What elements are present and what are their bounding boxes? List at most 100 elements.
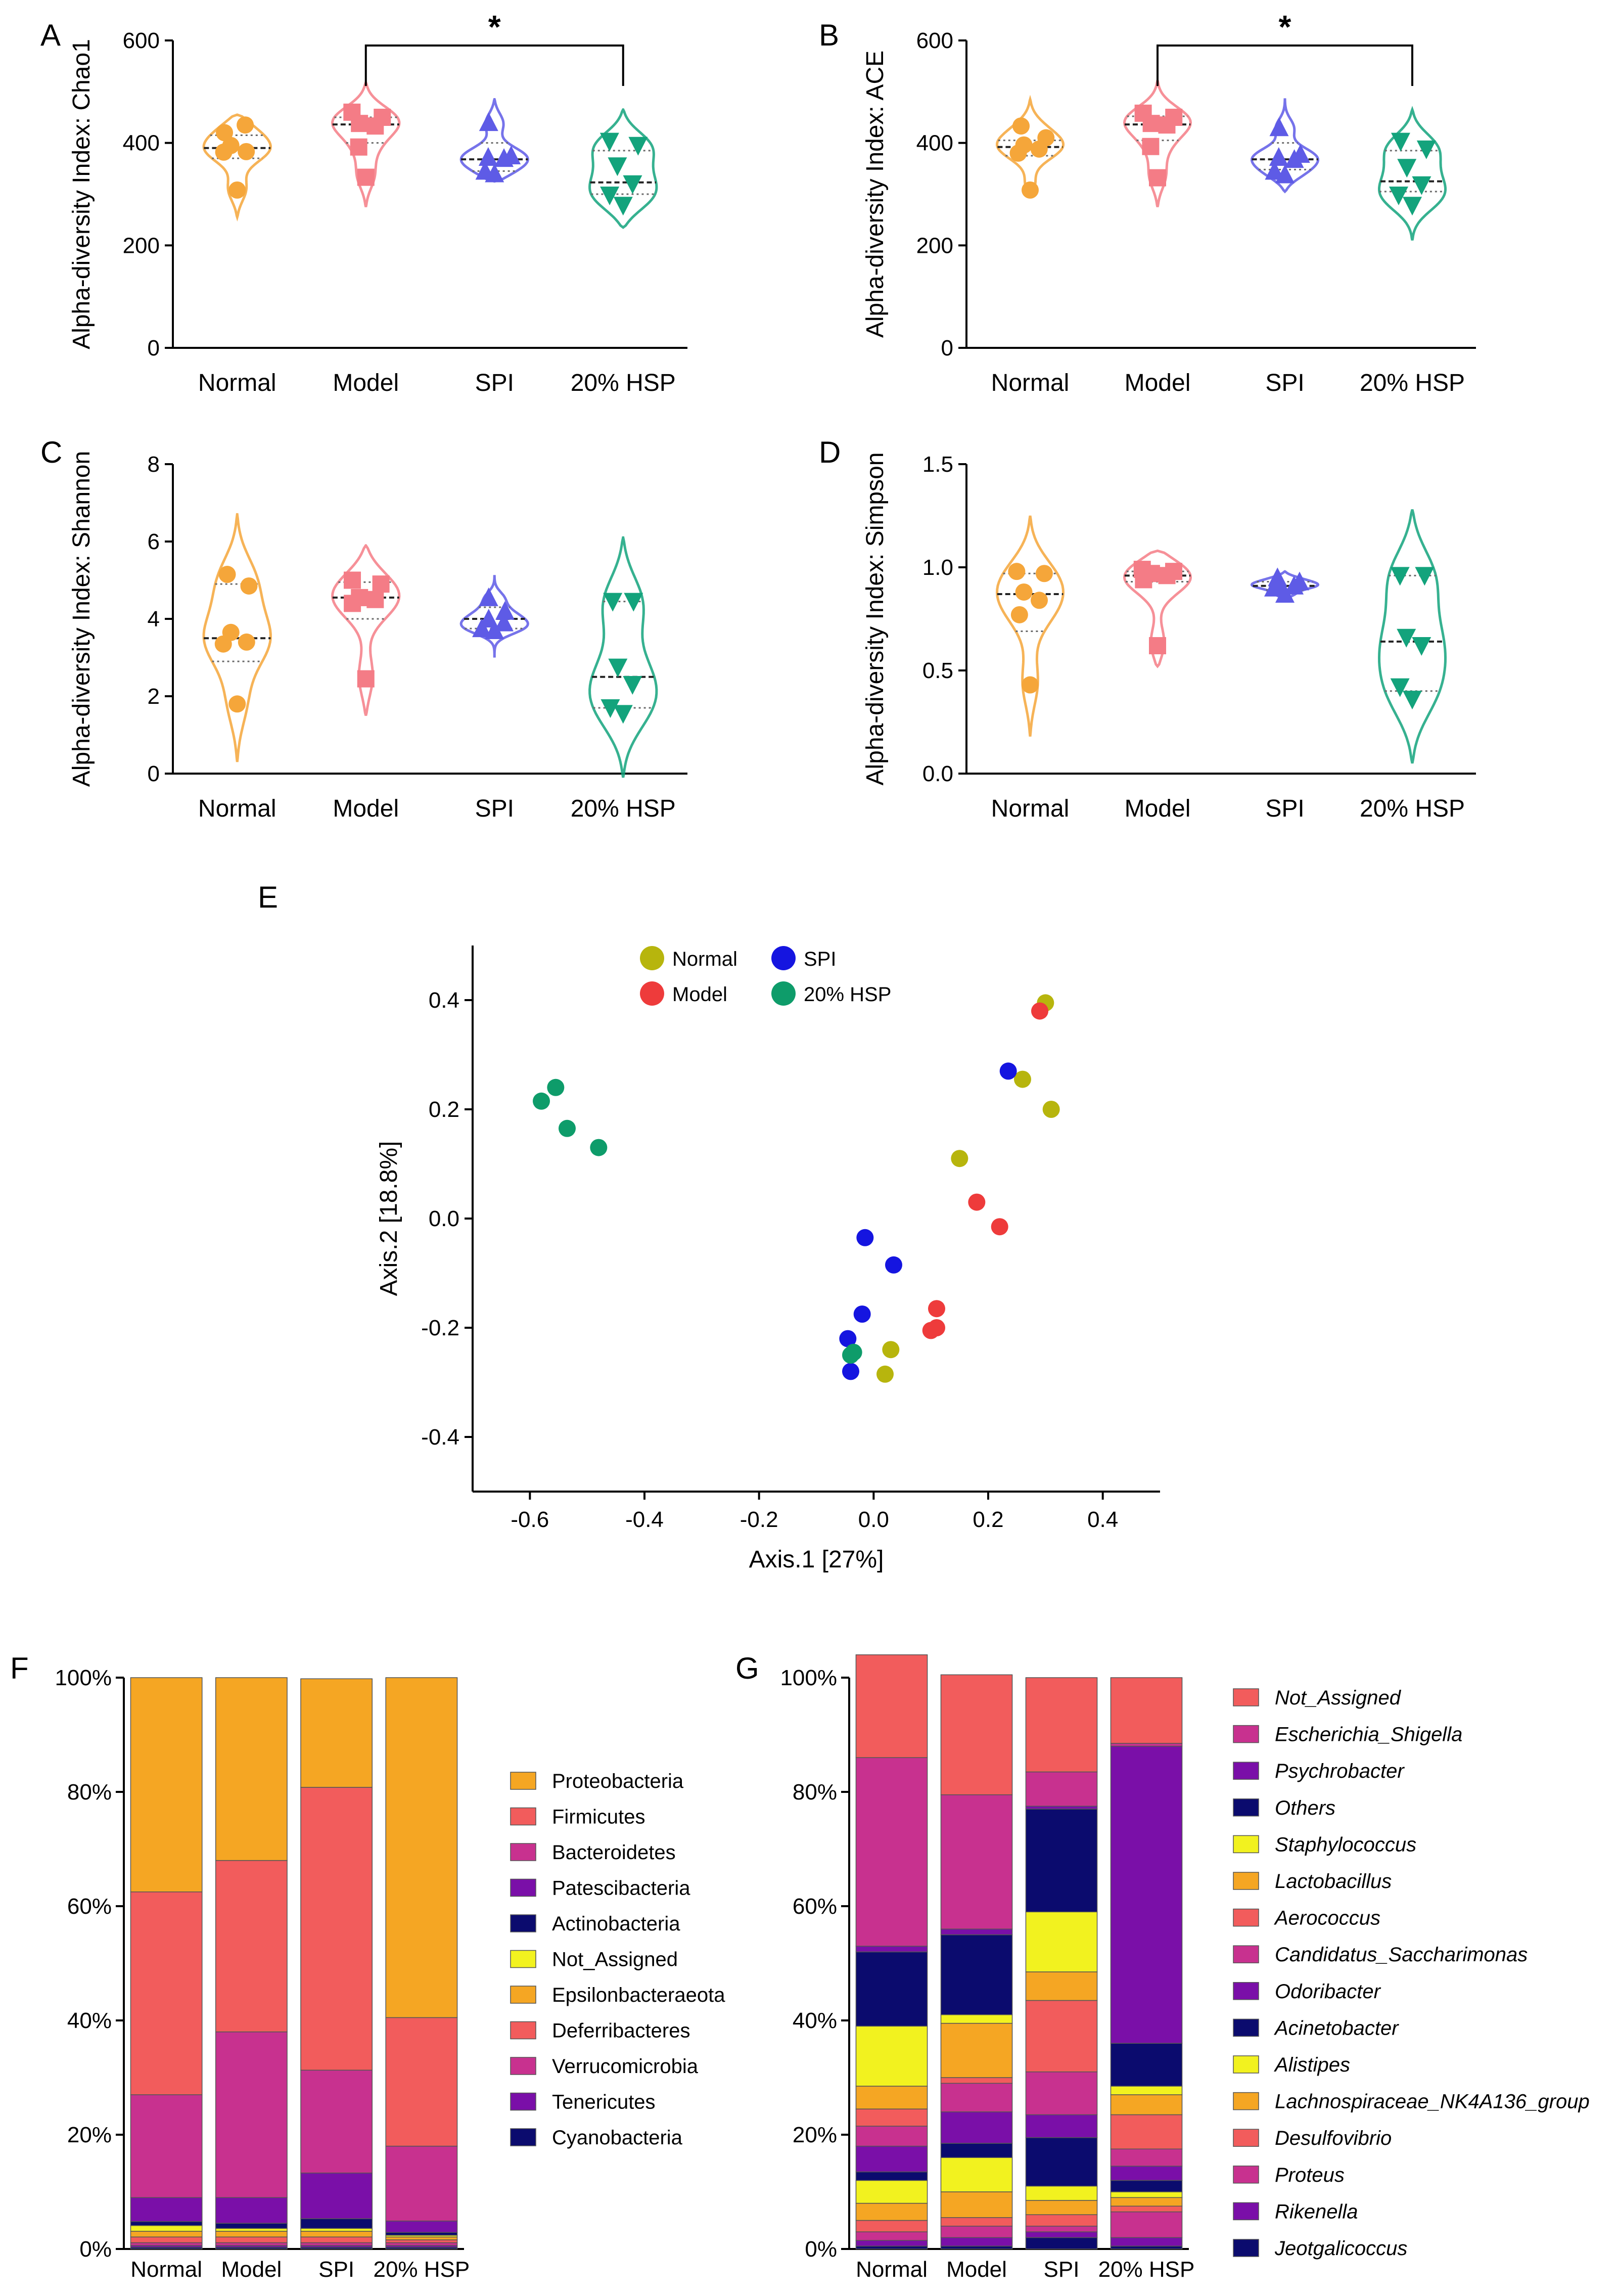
bar-segment [940, 2226, 1013, 2238]
legend-swatch [1233, 1798, 1259, 1817]
bar-segment [300, 2231, 373, 2238]
panel-letter-E: E [258, 880, 278, 914]
x-category-label: Model [1125, 370, 1191, 396]
bar-segment [215, 2031, 288, 2198]
bar-segment [1110, 1743, 1183, 1747]
pcoa-point [991, 1218, 1008, 1236]
bar-segment [130, 2221, 203, 2226]
y-tick-label: -0.4 [421, 1425, 459, 1450]
bar-segment [215, 2228, 288, 2232]
bar-segment [855, 2202, 928, 2221]
data-point [1269, 147, 1288, 166]
x-category-label: SPI [475, 370, 514, 396]
x-tick-label: -0.6 [511, 1507, 549, 1532]
y-tick-label: -0.2 [421, 1316, 459, 1340]
pcoa-point [968, 1193, 986, 1211]
legend-label: Others [1275, 1797, 1335, 1819]
x-category-label: Model [333, 795, 399, 822]
y-tick-label: 0.4 [429, 988, 459, 1013]
data-point [485, 163, 504, 183]
x-category-label: 20% HSP [571, 370, 676, 396]
bar-segment [1025, 2114, 1098, 2138]
bar-segment [130, 2225, 203, 2232]
y-tick-label: 100% [55, 1665, 112, 1690]
y-tick-label: 20% [67, 2123, 112, 2147]
pcoa-point [590, 1139, 608, 1156]
y-tick-label: 200 [123, 233, 160, 258]
pcoa-point [559, 1119, 576, 1137]
legend-swatch [1233, 2239, 1259, 2257]
legend-swatch [510, 2057, 536, 2075]
data-point [1022, 181, 1039, 199]
data-point [1397, 159, 1417, 178]
bar-segment [1025, 1971, 1098, 2001]
bar-segment [1025, 1771, 1098, 1807]
x-tick-label: -0.4 [625, 1507, 664, 1532]
panel-letter-F: F [10, 1651, 29, 1685]
violin-group [1378, 106, 1447, 241]
data-point [1284, 149, 1304, 168]
violin-group [459, 575, 529, 658]
legend-swatch [1233, 2018, 1259, 2037]
bar-segment [1110, 2166, 1183, 2181]
x-category-label: SPI [1265, 370, 1304, 396]
violin-group [202, 113, 272, 222]
stacked-panel-F: F 0% 20% 40% 60% 80% 100% Normal Model SPI 20% HSP… [10, 1651, 725, 2282]
y-tick-label: 8 [148, 452, 160, 477]
y-axis-title: Alpha-diversity Index: Shannon [68, 451, 95, 787]
violin-outline [459, 98, 529, 183]
data-point [1269, 117, 1289, 137]
bar-segment [855, 2025, 928, 2087]
data-point [1412, 637, 1431, 656]
data-point [1284, 575, 1304, 595]
violin-outline [202, 513, 272, 762]
bar-segment [1025, 2214, 1098, 2227]
x-category-label: Normal [198, 795, 276, 822]
bar-segment [215, 1860, 288, 2033]
pcoa-point [951, 1150, 968, 1167]
bar-segment [855, 2145, 928, 2173]
legend-label: Staphylococcus [1275, 1833, 1416, 1856]
stacked-panel-G: G 0% 20% 40% 60% 80% 100% Normal Model SPI 20% HSP… [735, 1651, 1590, 2282]
data-point [624, 593, 643, 612]
bar-segment [940, 1794, 1013, 1929]
bar-segment [130, 2197, 203, 2222]
data-point [1149, 169, 1166, 187]
bar-segment [1025, 2137, 1098, 2187]
y-axis-title: Axis.2 [18.8%] [376, 1141, 402, 1296]
violin-group [995, 95, 1065, 199]
bar-segment [215, 2231, 288, 2238]
legend-swatch [1233, 1688, 1259, 1706]
legend-swatch [1233, 1835, 1259, 1854]
violin-group [331, 544, 401, 716]
violin-group [202, 513, 272, 762]
y-tick-label: 60% [793, 1894, 837, 1919]
bar-segment [940, 2217, 1013, 2227]
data-point [613, 197, 633, 216]
bar-segment [855, 2108, 928, 2127]
x-tick-label: 0.2 [973, 1507, 1003, 1532]
y-tick-label: 600 [123, 28, 160, 53]
x-category-label: SPI [475, 795, 514, 822]
violin-group [1123, 549, 1192, 668]
data-point [1265, 161, 1284, 180]
pcoa-point [885, 1256, 902, 1274]
pcoa-panel: E -0.6 -0.4 -0.2 0.0 0.2 0.4 -0.4 -0.2 0.0 0.2 0.4 A… [258, 880, 1160, 1573]
violin-panel-D: D 0.0 0.5 1.0 1.5 Alpha-diversity Index: Simp… [819, 435, 1476, 822]
legend-label: Desulfovibrio [1275, 2127, 1392, 2149]
x-category-label: Model [1125, 795, 1191, 822]
data-point [623, 676, 642, 695]
bar-segment [940, 2245, 1013, 2249]
violin-outline [1250, 98, 1320, 194]
violin-outline [1377, 509, 1447, 764]
data-point [600, 187, 620, 206]
y-tick-label: 0 [148, 336, 160, 361]
legend-swatch [1233, 2055, 1259, 2074]
y-tick-label: 400 [123, 131, 160, 156]
data-point [366, 591, 384, 608]
y-tick-label: 0% [805, 2237, 837, 2262]
data-point [216, 124, 234, 142]
bar-segment [215, 2223, 288, 2229]
bar-segment [1110, 2197, 1183, 2207]
legend-label: Cyanobacteria [552, 2127, 683, 2149]
